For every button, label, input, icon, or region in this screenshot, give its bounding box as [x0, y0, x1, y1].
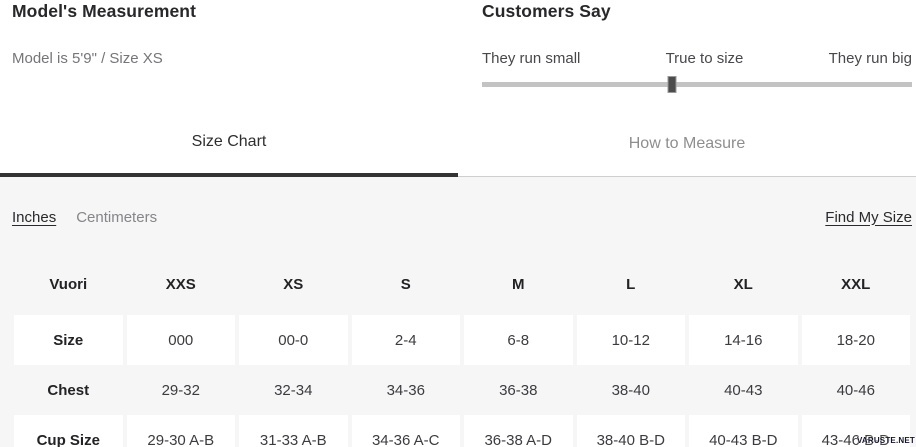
column-header-xxs: XXS — [165, 275, 196, 293]
table-cell: 00-0 — [239, 315, 348, 365]
table-cell: 2-4 — [351, 315, 460, 365]
top-section: Model's Measurement Model is 5'9" / Size… — [0, 0, 916, 111]
fit-slider-track — [482, 82, 912, 87]
table-cell: 40-43 B-D — [689, 415, 798, 447]
table-cell: 6-8 — [464, 315, 573, 365]
tab-how-to-measure[interactable]: How to Measure — [458, 111, 916, 177]
column-header-m: M — [512, 275, 525, 293]
unit-toggle-bar: Inches Centimeters Find My Size — [0, 177, 916, 227]
table-cell: 36-38 A-D — [464, 415, 573, 447]
table-cell: 43-46 B-D — [801, 415, 910, 447]
model-measurement-detail: Model is 5'9" / Size XS — [12, 50, 163, 67]
model-measurement-title: Model's Measurement — [12, 1, 197, 21]
table-cell: 40-46 — [836, 381, 875, 399]
table-cell: 34-36 A-C — [351, 415, 460, 447]
row-label-chest: Chest — [47, 381, 90, 399]
tab-size-chart[interactable]: Size Chart — [0, 111, 458, 177]
table-cell: 14-16 — [689, 315, 798, 365]
table-cell: 36-38 — [499, 381, 538, 399]
slider-handle[interactable] — [667, 76, 677, 93]
table-cell: 18-20 — [801, 315, 910, 365]
table-cell: 38-40 B-D — [576, 415, 685, 447]
column-header-xl: XL — [733, 275, 753, 293]
row-label-size: Size — [14, 315, 123, 365]
column-header-brand: Vuori — [49, 275, 88, 293]
tab-bar: Size Chart How to Measure — [0, 111, 916, 177]
table-cell: 29-32 — [161, 381, 200, 399]
table-cell: 29-30 A-B — [126, 415, 235, 447]
column-header-xs: XS — [283, 275, 304, 293]
watermark: VARUSTE.NET — [856, 436, 915, 445]
table-cell: 40-43 — [724, 381, 763, 399]
table-cell: 38-40 — [611, 381, 650, 399]
row-label-cup-size: Cup Size — [14, 415, 123, 447]
unit-toggle-inches[interactable]: Inches — [12, 208, 57, 226]
fit-label-run-big: They run big — [828, 50, 912, 67]
find-my-size-link[interactable]: Find My Size — [825, 208, 912, 226]
customers-say-section: Customers Say They run small True to siz… — [482, 0, 916, 111]
column-header-xxl: XXL — [841, 275, 871, 293]
customers-say-title: Customers Say — [482, 1, 611, 21]
fit-label-true-to-size: True to size — [665, 50, 744, 67]
table-cell: 10-12 — [576, 315, 685, 365]
table-cell: 34-36 — [386, 381, 425, 399]
fit-label-run-small: They run small — [482, 50, 581, 67]
column-header-l: L — [626, 275, 636, 293]
model-measurement-section: Model's Measurement Model is 5'9" / Size… — [0, 0, 482, 111]
column-header-s: S — [400, 275, 411, 293]
size-chart-panel: Inches Centimeters Find My Size Vuori XX… — [0, 177, 916, 447]
table-cell: 31-33 A-B — [239, 415, 348, 447]
table-cell: 000 — [126, 315, 235, 365]
fit-scale-labels: They run small True to size They run big — [482, 50, 912, 67]
unit-toggle-centimeters[interactable]: Centimeters — [76, 208, 158, 226]
table-cell: 32-34 — [274, 381, 313, 399]
fit-slider — [482, 76, 912, 93]
size-chart-table: Vuori XXS XS S M L XL XXL Size 000 00-0 … — [14, 253, 910, 447]
